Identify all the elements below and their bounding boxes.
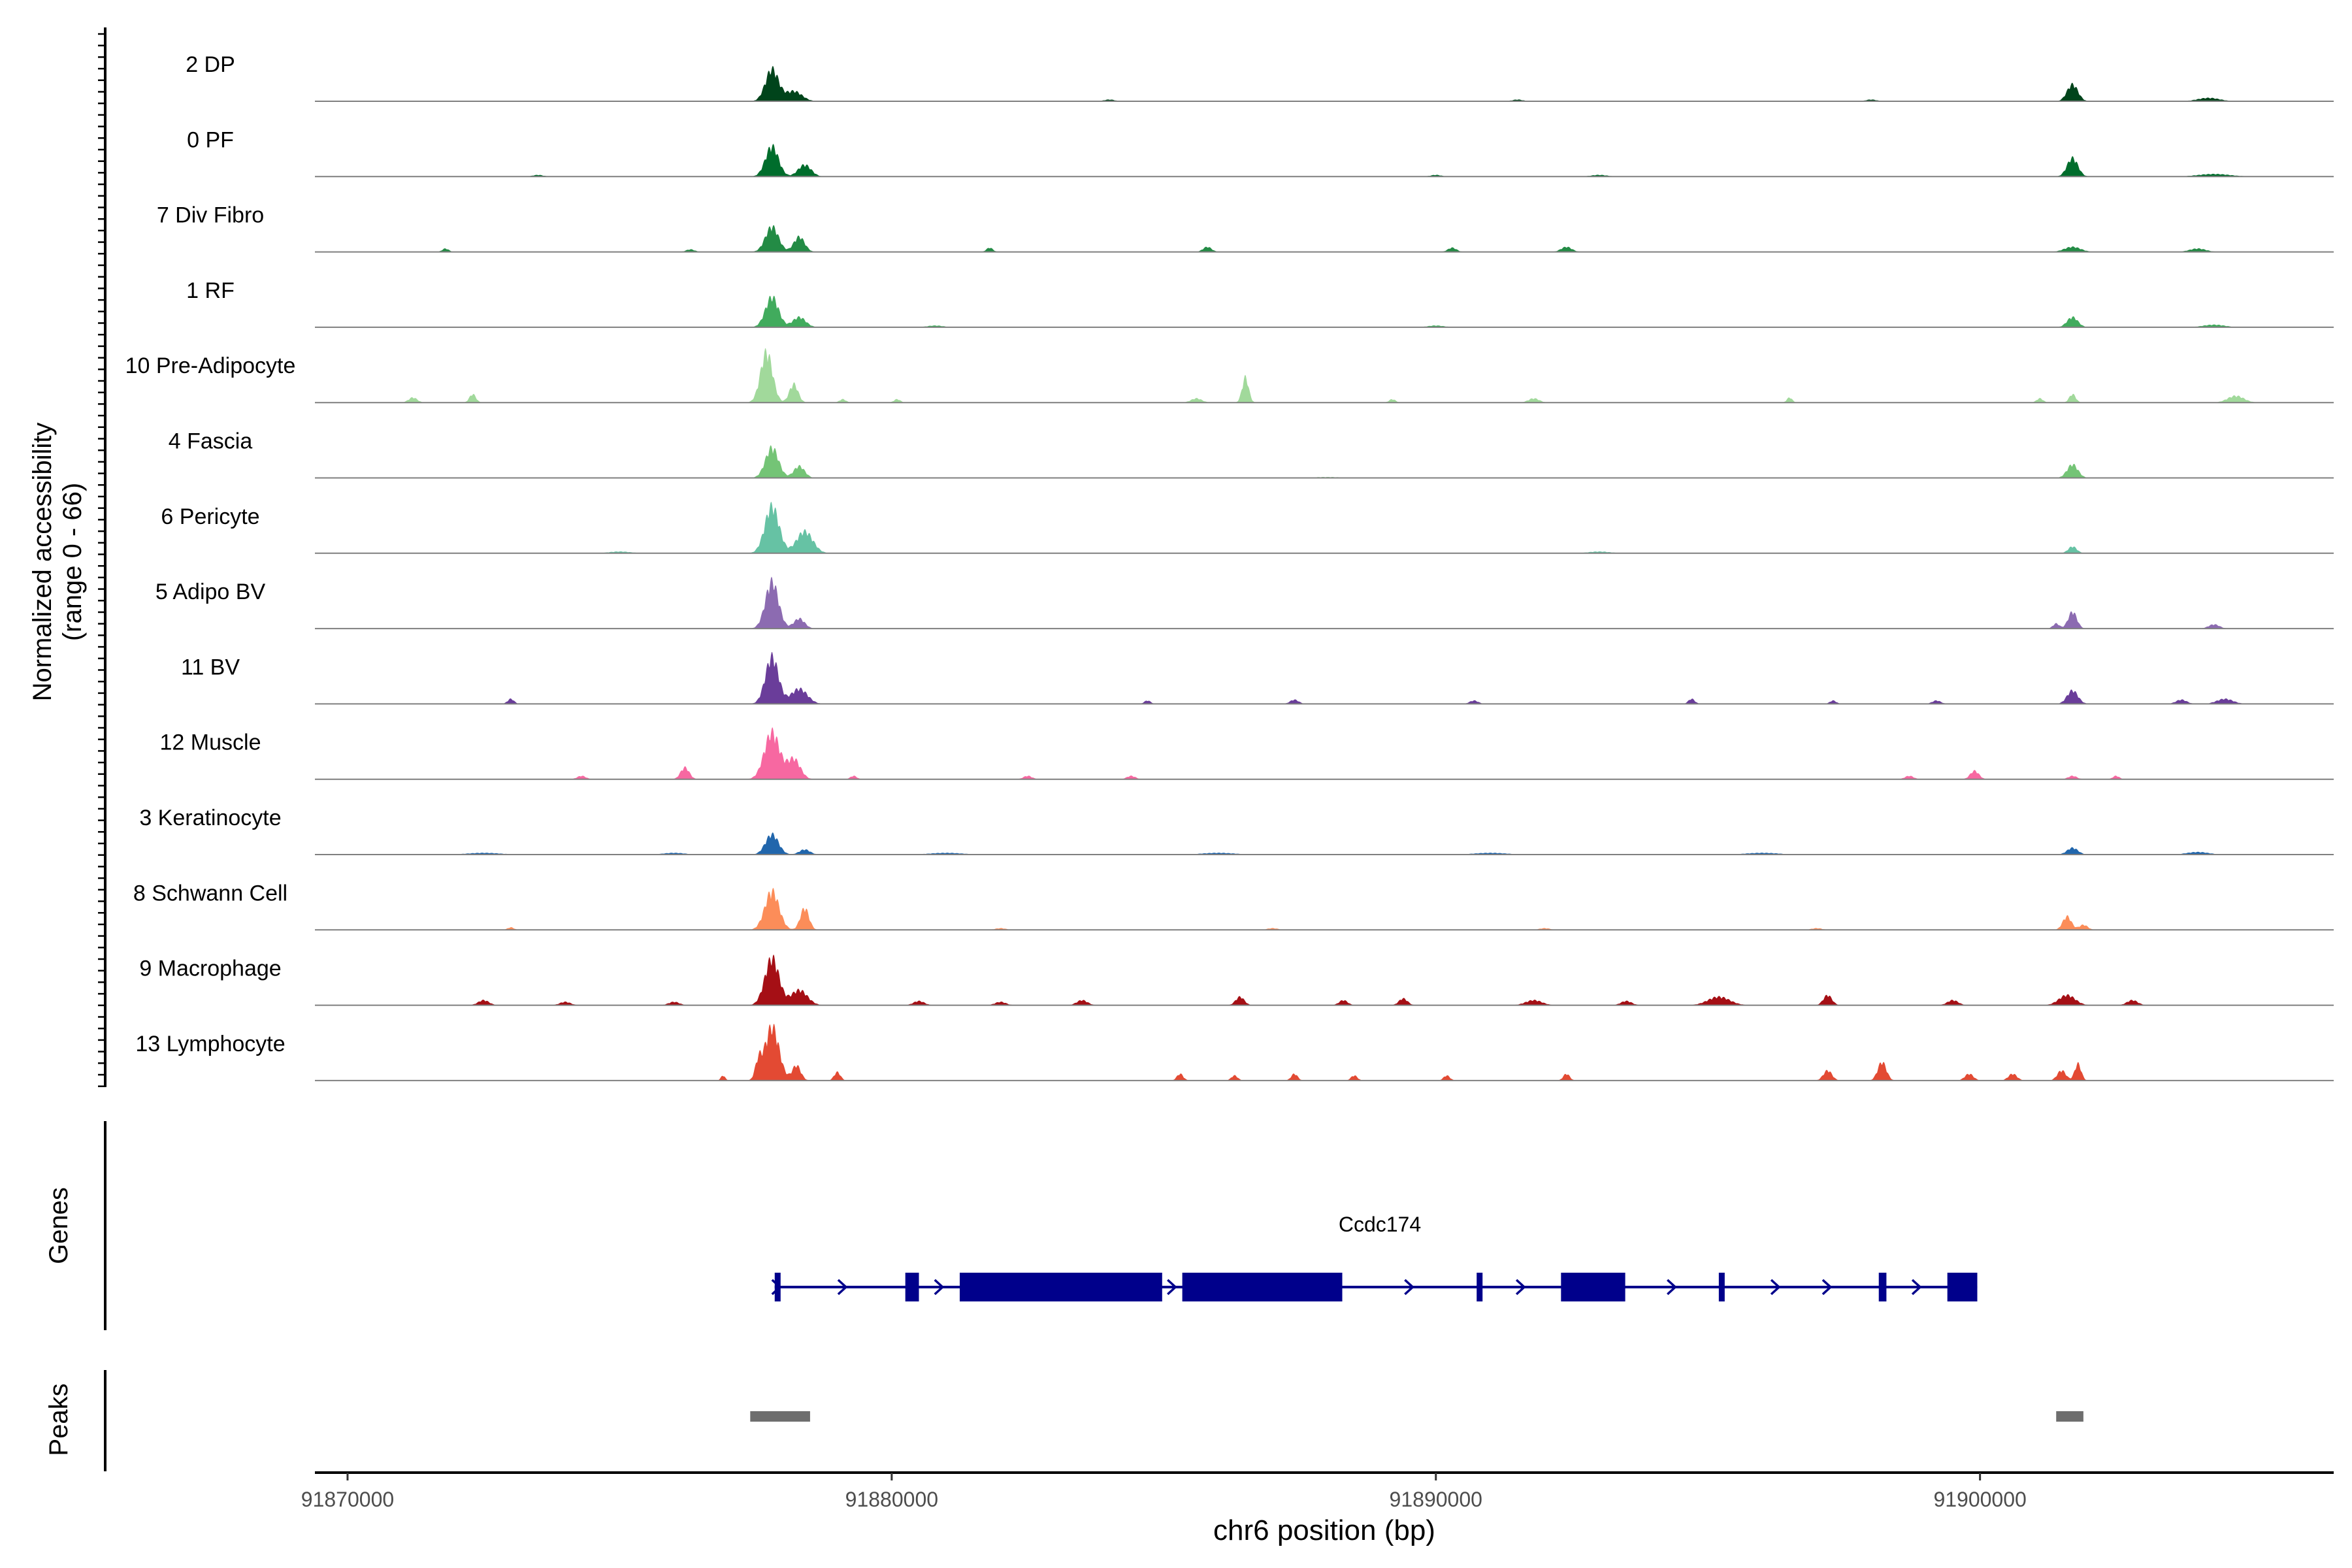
peak-region xyxy=(750,1411,810,1422)
strand-arrow-icon xyxy=(1515,1279,1526,1296)
track-label: 3 Keratinocyte xyxy=(139,806,281,830)
track-signal-area xyxy=(315,576,2334,629)
track-8-schwann-cell: 8 Schwann Cell xyxy=(133,881,2334,931)
track-signal-area xyxy=(315,1024,2334,1081)
track-2-dp: 2 DP xyxy=(186,52,2334,102)
gene-exon xyxy=(1878,1273,1887,1301)
gene-exon xyxy=(1561,1273,1625,1301)
track-7-div-fibro: 7 Div Fibro xyxy=(157,203,2334,253)
track-13-lymphocyte: 13 Lymphocyte xyxy=(135,1024,2334,1081)
track-label: 5 Adipo BV xyxy=(155,580,266,604)
x-tick-label: 91870000 xyxy=(301,1488,394,1511)
x-tick-label: 91900000 xyxy=(1933,1488,2026,1511)
x-axis: 91870000 91880000 91890000 91900000 chr6 po… xyxy=(301,1471,2334,1546)
track-4-fascia: 4 Fascia xyxy=(169,429,2334,479)
track-signal-area xyxy=(315,144,2334,177)
track-signal-area xyxy=(315,832,2334,855)
track-label: 7 Div Fibro xyxy=(157,203,264,228)
gene-exon xyxy=(959,1273,1162,1301)
strand-arrow-icon xyxy=(1770,1279,1781,1296)
track-signal-area xyxy=(315,65,2334,101)
gene-exon xyxy=(1947,1273,1978,1301)
track-label: 9 Macrophage xyxy=(139,956,281,981)
track-label: 12 Muscle xyxy=(160,730,261,755)
gene-exon xyxy=(1718,1273,1725,1301)
accessibility-tracks: 2 DP 0 PF 7 Div Fibro 1 RF 10 Pre-Adipocyte 4… xyxy=(125,52,2334,1081)
gene-exon xyxy=(1182,1273,1343,1301)
y-axis-label: Normalized accessibility (range 0 - 66) xyxy=(28,423,87,702)
track-10-pre-adipocyte: 10 Pre-Adipocyte xyxy=(125,348,2334,404)
peaks-label: Peaks xyxy=(44,1383,73,1456)
track-label: 2 DP xyxy=(186,52,235,77)
track-label: 10 Pre-Adipocyte xyxy=(125,353,296,378)
track-signal-area xyxy=(315,501,2334,553)
strand-arrow-icon xyxy=(1911,1279,1922,1296)
track-9-macrophage: 9 Macrophage xyxy=(139,954,2334,1006)
track-label: 13 Lymphocyte xyxy=(135,1032,285,1056)
genes-panel: Genes Ccdc174 xyxy=(44,1121,1978,1330)
track-label: 4 Fascia xyxy=(169,429,253,454)
gene-model xyxy=(771,1273,1978,1301)
peak-region xyxy=(2056,1411,2083,1422)
peak-regions xyxy=(750,1411,2083,1422)
track-signal-area xyxy=(315,652,2334,704)
track-signal-area xyxy=(315,888,2334,930)
strand-arrow-icon xyxy=(1667,1279,1677,1296)
accessibility-y-axis xyxy=(98,27,106,1087)
track-label: 8 Schwann Cell xyxy=(133,881,287,906)
y-axis-label-line1: Normalized accessibility xyxy=(28,423,57,702)
track-1-rf: 1 RF xyxy=(186,278,2334,328)
x-axis-label: chr6 position (bp) xyxy=(1213,1514,1435,1546)
track-signal-area xyxy=(315,445,2334,478)
x-tick-label: 91880000 xyxy=(845,1488,938,1511)
track-label: 6 Pericyte xyxy=(161,504,259,529)
track-label: 11 BV xyxy=(181,655,240,679)
gene-name-label: Ccdc174 xyxy=(1339,1213,1421,1236)
track-5-adipo-bv: 5 Adipo BV xyxy=(155,576,2334,630)
track-3-keratinocyte: 3 Keratinocyte xyxy=(139,806,2334,855)
x-ticks: 91870000 91880000 91890000 91900000 xyxy=(301,1473,2027,1511)
peaks-panel: Peaks xyxy=(44,1370,2083,1471)
track-label: 1 RF xyxy=(186,278,235,303)
track-label: 0 PF xyxy=(187,127,234,152)
strand-arrow-icon xyxy=(1821,1279,1833,1296)
track-signal-area xyxy=(315,348,2334,403)
x-tick-label: 91890000 xyxy=(1390,1488,1482,1511)
track-signal-area xyxy=(315,727,2334,779)
track-signal-area xyxy=(315,225,2334,252)
track-0-pf: 0 PF xyxy=(187,127,2334,178)
strand-arrow-icon xyxy=(934,1279,945,1296)
track-signal-area xyxy=(315,295,2334,327)
track-6-pericyte: 6 Pericyte xyxy=(161,501,2334,554)
strand-arrow-icon xyxy=(1404,1279,1414,1296)
strand-arrow-icon xyxy=(1167,1279,1177,1296)
track-11-bv: 11 BV xyxy=(181,652,2334,705)
track-12-muscle: 12 Muscle xyxy=(160,727,2334,780)
gene-exon xyxy=(774,1273,781,1301)
y-axis-label-line2: (range 0 - 66) xyxy=(58,483,87,641)
strand-arrow-icon xyxy=(837,1279,848,1296)
gene-exon xyxy=(905,1273,919,1301)
track-signal-area xyxy=(315,954,2334,1005)
gene-exon xyxy=(1477,1273,1483,1301)
genes-label: Genes xyxy=(44,1187,73,1264)
